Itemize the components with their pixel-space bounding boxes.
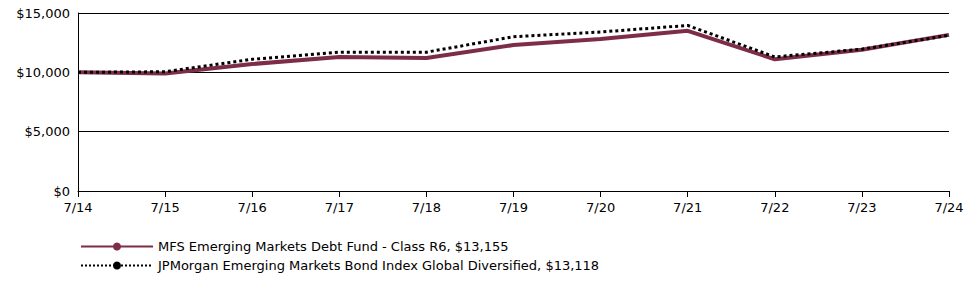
svg-text:7/21: 7/21 bbox=[673, 200, 702, 215]
svg-text:MFS Emerging Markets Debt Fund: MFS Emerging Markets Debt Fund - Class R… bbox=[158, 239, 509, 254]
svg-text:$5,000: $5,000 bbox=[25, 124, 71, 139]
svg-text:7/17: 7/17 bbox=[325, 200, 354, 215]
svg-text:7/23: 7/23 bbox=[847, 200, 876, 215]
svg-text:7/18: 7/18 bbox=[412, 200, 441, 215]
svg-text:7/16: 7/16 bbox=[238, 200, 267, 215]
svg-text:$10,000: $10,000 bbox=[16, 65, 70, 80]
svg-text:7/24: 7/24 bbox=[934, 200, 963, 215]
svg-text:JPMorgan Emerging Markets Bond: JPMorgan Emerging Markets Bond Index Glo… bbox=[157, 258, 599, 273]
svg-text:7/15: 7/15 bbox=[150, 200, 179, 215]
svg-text:7/20: 7/20 bbox=[586, 200, 615, 215]
svg-text:7/14: 7/14 bbox=[63, 200, 92, 215]
svg-text:7/22: 7/22 bbox=[760, 200, 789, 215]
svg-text:$15,000: $15,000 bbox=[16, 6, 70, 21]
svg-text:$0: $0 bbox=[53, 184, 70, 199]
svg-text:7/19: 7/19 bbox=[499, 200, 528, 215]
